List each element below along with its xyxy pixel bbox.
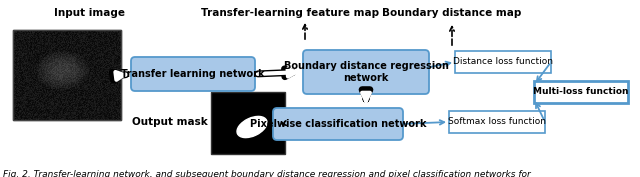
Bar bbox=[211, 92, 285, 154]
Text: Transfer learning network: Transfer learning network bbox=[121, 69, 265, 79]
Text: Boundary distance map: Boundary distance map bbox=[382, 8, 522, 18]
Bar bbox=[449, 111, 545, 133]
Text: Transfer-learning feature map: Transfer-learning feature map bbox=[201, 8, 379, 18]
Text: Multi-loss function: Multi-loss function bbox=[533, 87, 628, 96]
Text: Softmax loss function: Softmax loss function bbox=[448, 118, 546, 127]
Text: Input image: Input image bbox=[54, 8, 125, 18]
FancyBboxPatch shape bbox=[303, 50, 429, 94]
Bar bbox=[13, 30, 121, 120]
FancyBboxPatch shape bbox=[273, 108, 403, 140]
Bar bbox=[455, 51, 551, 73]
Ellipse shape bbox=[237, 116, 267, 138]
FancyBboxPatch shape bbox=[131, 57, 255, 91]
Bar bbox=[13, 30, 121, 120]
Text: Pixelwise classification network: Pixelwise classification network bbox=[250, 119, 426, 129]
Bar bbox=[534, 81, 628, 103]
Text: Boundary distance regression
network: Boundary distance regression network bbox=[284, 61, 449, 83]
Text: Distance loss function: Distance loss function bbox=[453, 58, 553, 67]
Text: Fig. 2. Transfer-learning network, and subsequent boundary distance regression a: Fig. 2. Transfer-learning network, and s… bbox=[3, 170, 531, 177]
Text: Output mask: Output mask bbox=[132, 117, 208, 127]
